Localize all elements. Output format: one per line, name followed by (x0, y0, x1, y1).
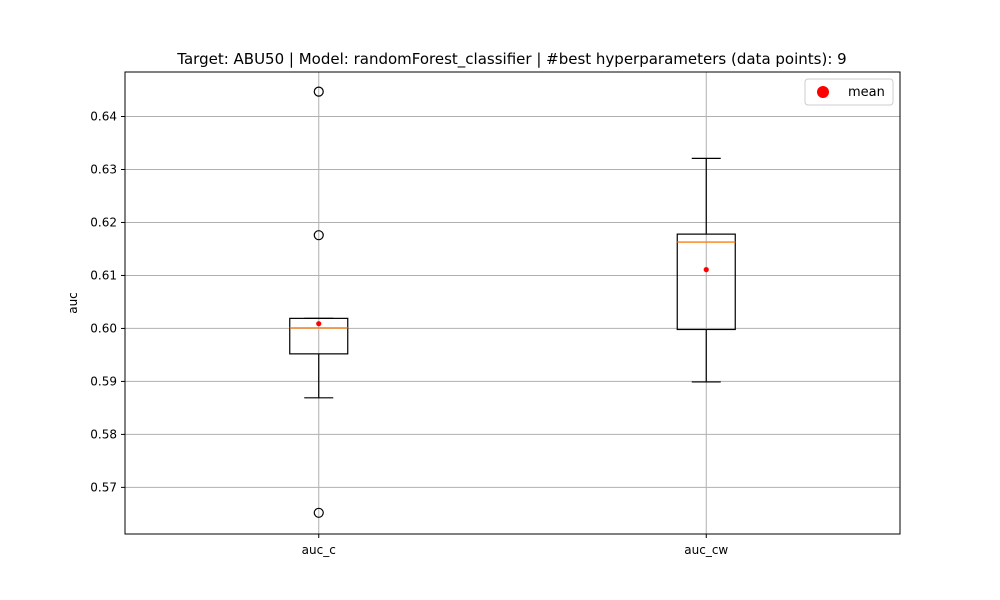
legend-frame (804, 78, 894, 106)
y-tick-label: 0.63 (90, 162, 117, 176)
plot-area-frame (124, 71, 901, 535)
legend-mean-label: mean (848, 85, 885, 100)
x-tick-label: auc_c (302, 543, 336, 557)
y-tick-label: 0.59 (90, 374, 117, 388)
y-tick-label: 0.58 (90, 427, 117, 441)
grid (125, 72, 900, 534)
x-tick-label: auc_cw (684, 543, 728, 557)
y-tick-label: 0.57 (90, 480, 117, 494)
iqr-box (289, 317, 349, 355)
legend: mean (804, 78, 894, 106)
box-auc_c (289, 86, 349, 518)
y-tick-label: 0.60 (90, 321, 117, 335)
legend-mean-marker (817, 86, 829, 98)
boxes (289, 86, 736, 518)
y-tick-label: 0.64 (90, 110, 117, 124)
mean-point (703, 267, 709, 273)
y-tick-label: 0.62 (90, 215, 117, 229)
y-tick-label: 0.61 (90, 268, 117, 282)
y-axis-label: auc (66, 292, 80, 314)
ticks: 0.57 0.58 0.59 0.60 0.61 0.62 0.63 0.64 auc_c auc… (90, 110, 728, 557)
outlier-point (313, 86, 324, 97)
outlier-point (313, 230, 324, 241)
iqr-box (676, 233, 736, 331)
outlier-point (313, 507, 324, 518)
chart-title: Target: ABU50 | Model: randomForest_clas… (176, 50, 846, 69)
box-auc_cw (676, 157, 736, 383)
mean-point (316, 321, 322, 327)
